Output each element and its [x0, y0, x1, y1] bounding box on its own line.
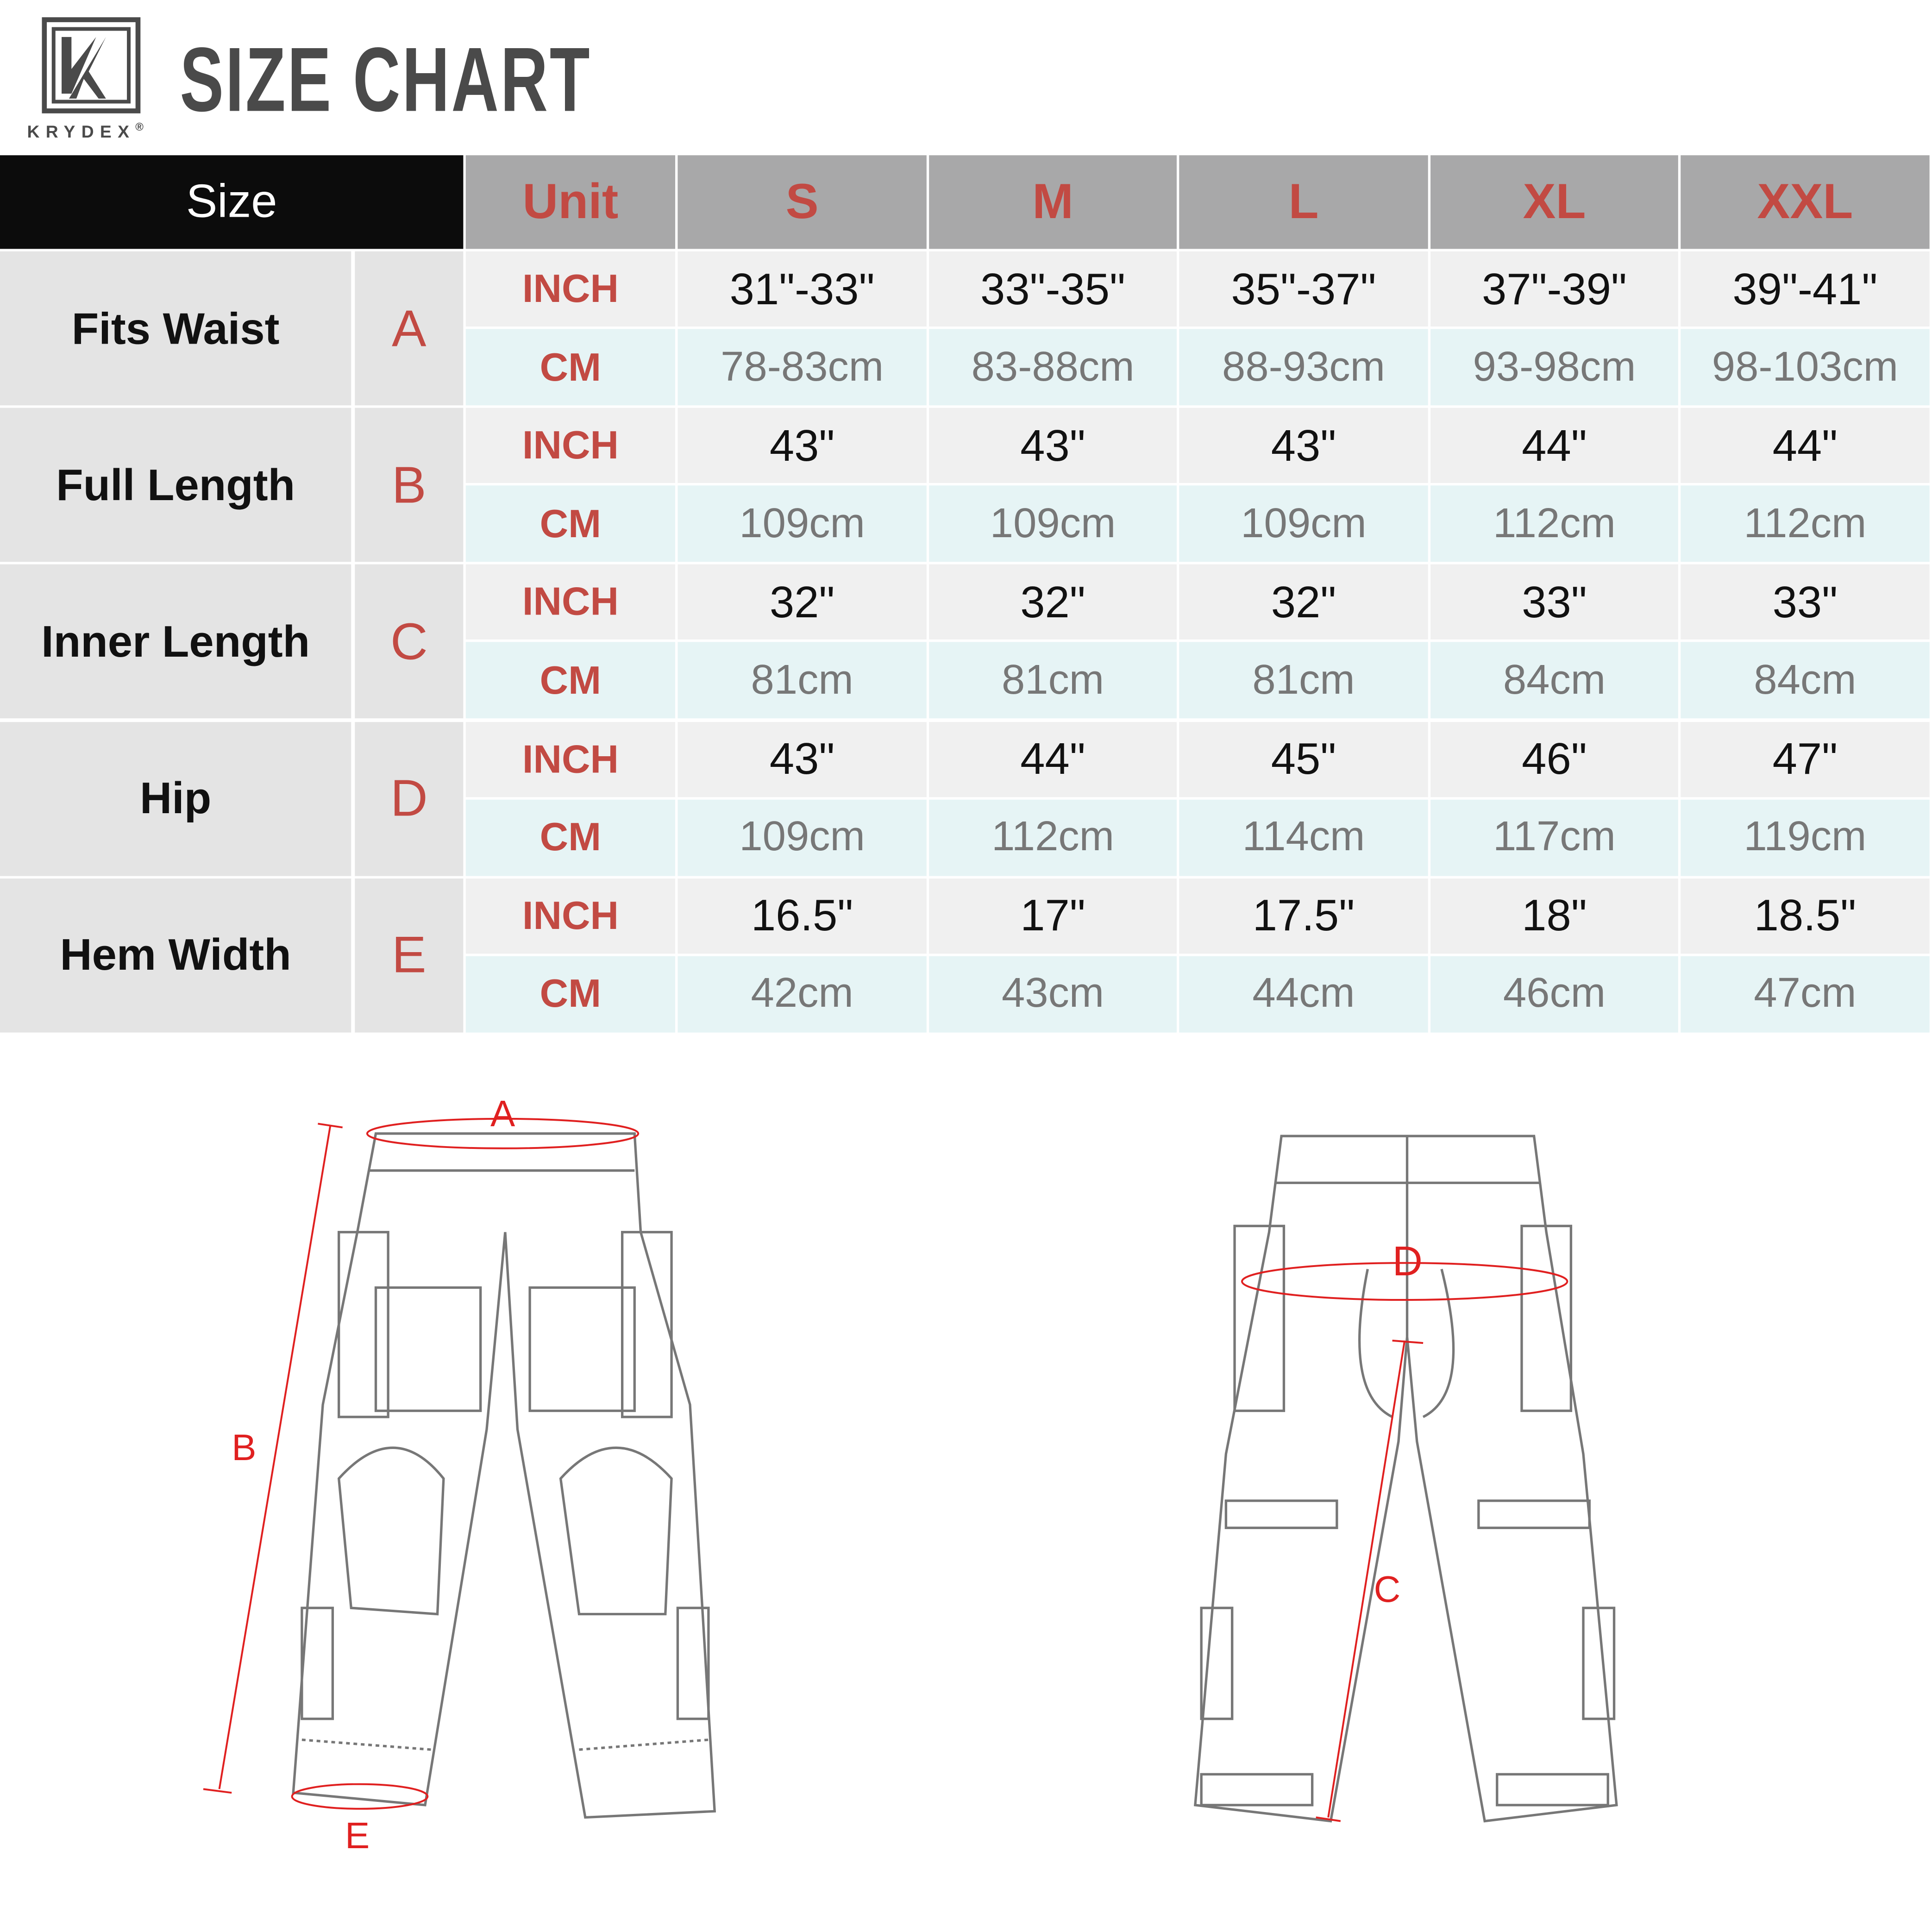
value-cm: 84cm	[1430, 642, 1678, 719]
measurement-label: Inner Length	[0, 565, 351, 719]
brand-name: KRYDEX®	[27, 120, 144, 142]
page-title: SIZE CHART	[180, 28, 592, 131]
value-inch: 44"	[1430, 408, 1678, 483]
value-inch: 47"	[1681, 721, 1930, 797]
unit-header: Unit	[465, 155, 676, 249]
value-inch: 43"	[677, 408, 927, 483]
size-column-header: L	[1179, 155, 1428, 249]
value-inch: 44"	[929, 721, 1177, 797]
value-inch: 39"-41"	[1681, 251, 1930, 327]
unit-inch: INCH	[465, 565, 676, 640]
value-inch: 33"	[1430, 565, 1678, 640]
unit-inch: INCH	[465, 878, 676, 953]
value-cm: 81cm	[677, 642, 927, 719]
unit-cm: CM	[465, 956, 676, 1033]
value-inch: 33"	[1681, 565, 1930, 640]
value-cm: 83-88cm	[929, 329, 1177, 406]
value-cm: 84cm	[1681, 642, 1930, 719]
measurement-letter: D	[355, 721, 464, 876]
label-e: E	[345, 1815, 370, 1856]
value-inch: 16.5"	[677, 878, 927, 953]
size-column-header: XL	[1430, 155, 1678, 249]
value-inch: 35"-37"	[1179, 251, 1428, 327]
value-inch: 18.5"	[1681, 878, 1930, 953]
value-inch: 46"	[1430, 721, 1678, 797]
value-cm: 98-103cm	[1681, 329, 1930, 406]
label-c: C	[1374, 1568, 1401, 1610]
value-cm: 112cm	[1681, 485, 1930, 562]
label-a: A	[490, 1093, 515, 1134]
label-d: D	[1393, 1238, 1423, 1285]
size-column-header: XXL	[1681, 155, 1930, 249]
measurement-letter: C	[355, 565, 464, 719]
value-cm: 46cm	[1430, 956, 1678, 1033]
value-cm: 117cm	[1430, 799, 1678, 876]
size-column-header: S	[677, 155, 927, 249]
unit-cm: CM	[465, 329, 676, 406]
measure-lines	[203, 1117, 1568, 1822]
measurement-label: Full Length	[0, 408, 351, 562]
unit-inch: INCH	[465, 721, 676, 797]
value-cm: 81cm	[929, 642, 1177, 719]
value-cm: 114cm	[1179, 799, 1428, 876]
value-cm: 47cm	[1681, 956, 1930, 1033]
size-column-header: M	[929, 155, 1177, 249]
measurement-label: Hip	[0, 721, 351, 876]
value-inch: 17.5"	[1179, 878, 1428, 953]
value-cm: 42cm	[677, 956, 927, 1033]
krydex-logo	[42, 17, 141, 113]
value-inch: 33"-35"	[929, 251, 1177, 327]
unit-inch: INCH	[465, 251, 676, 327]
value-inch: 31"-33"	[677, 251, 927, 327]
value-cm: 78-83cm	[677, 329, 927, 406]
value-cm: 109cm	[677, 799, 927, 876]
unit-cm: CM	[465, 799, 676, 876]
value-inch: 17"	[929, 878, 1177, 953]
value-inch: 44"	[1681, 408, 1930, 483]
value-inch: 32"	[1179, 565, 1428, 640]
value-inch: 45"	[1179, 721, 1428, 797]
unit-inch: INCH	[465, 408, 676, 483]
value-cm: 43cm	[929, 956, 1177, 1033]
value-cm: 119cm	[1681, 799, 1930, 876]
value-inch: 32"	[929, 565, 1177, 640]
measurement-letter: A	[355, 251, 464, 406]
measurement-letter: E	[355, 878, 464, 1033]
value-cm: 109cm	[677, 485, 927, 562]
pants-diagram: A B C D E	[203, 1093, 1618, 1856]
measurement-letter: B	[355, 408, 464, 562]
value-inch: 43"	[929, 408, 1177, 483]
value-inch: 43"	[1179, 408, 1428, 483]
value-cm: 88-93cm	[1179, 329, 1428, 406]
label-b: B	[232, 1427, 256, 1468]
value-cm: 109cm	[1179, 485, 1428, 562]
measurement-label: Hem Width	[0, 878, 351, 1033]
value-cm: 93-98cm	[1430, 329, 1678, 406]
value-inch: 18"	[1430, 878, 1678, 953]
unit-cm: CM	[465, 642, 676, 719]
unit-cm: CM	[465, 485, 676, 562]
value-inch: 32"	[677, 565, 927, 640]
measurement-label: Fits Waist	[0, 251, 351, 406]
value-cm: 44cm	[1179, 956, 1428, 1033]
value-inch: 43"	[677, 721, 927, 797]
value-cm: 112cm	[1430, 485, 1678, 562]
value-cm: 81cm	[1179, 642, 1428, 719]
size-header: Size	[0, 155, 464, 249]
value-cm: 109cm	[929, 485, 1177, 562]
value-inch: 37"-39"	[1430, 251, 1678, 327]
value-cm: 112cm	[929, 799, 1177, 876]
